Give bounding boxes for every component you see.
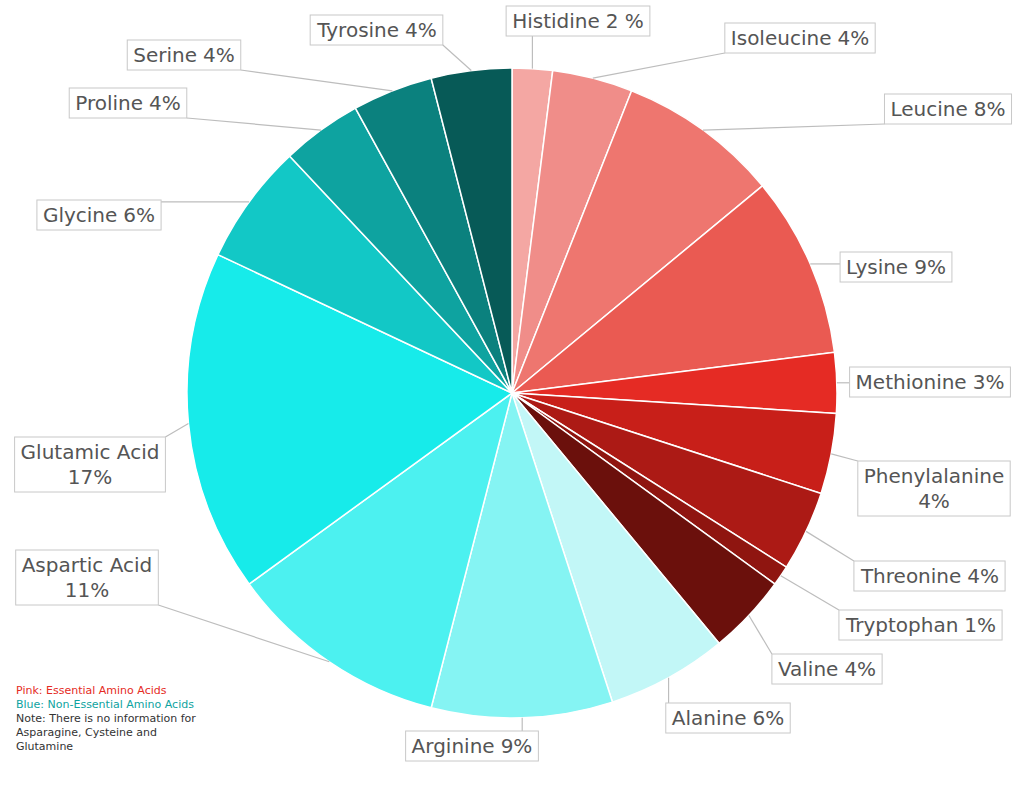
label-value: 1% <box>964 613 996 637</box>
label-value: 9% <box>914 255 946 279</box>
label-name: Glutamic Acid <box>21 440 160 464</box>
labels: Histidine2 %Isoleucine4%Leucine8%Lysine9… <box>15 6 1012 761</box>
slice-label: Phenylalanine4% <box>864 464 1004 513</box>
label-value: 4% <box>405 18 437 42</box>
label-box <box>725 23 875 53</box>
leader-line <box>522 718 523 731</box>
slices <box>187 68 837 718</box>
annotation: Pink: Essential Amino Acids <box>16 684 211 698</box>
slice-label: Histidine2 % <box>512 9 644 33</box>
leader-line <box>165 424 188 437</box>
slice-label: Tryptophan1% <box>845 613 996 637</box>
leader-line <box>158 605 329 662</box>
label-box <box>840 252 952 282</box>
slice-label: Valine4% <box>778 657 876 681</box>
slice-label: Aspartic Acid11% <box>22 553 153 602</box>
label-box <box>850 367 1011 397</box>
leader-line <box>749 615 772 654</box>
leader-line <box>806 531 854 561</box>
label-value: 4% <box>149 91 181 115</box>
label-name: Threonine <box>860 564 961 588</box>
leader-line <box>831 454 858 461</box>
pie-slice <box>431 68 512 393</box>
label-name: Leucine <box>890 97 967 121</box>
chart-canvas: Histidine2 %Isoleucine4%Leucine8%Lysine9… <box>0 0 1024 791</box>
label-value: 4% <box>203 43 235 67</box>
leader-line <box>187 118 321 130</box>
label-name: Tryptophan <box>845 613 958 637</box>
leader-line <box>443 45 471 71</box>
slice-label: Isoleucine4% <box>731 26 869 50</box>
leader-line <box>837 382 850 383</box>
label-value: 8% <box>974 97 1006 121</box>
slice-label: Threonine4% <box>860 564 999 588</box>
label-name: Phenylalanine <box>864 464 1004 488</box>
slice-label: Proline4% <box>75 91 181 115</box>
label-value: 2 % <box>606 9 644 33</box>
label-box <box>772 654 882 684</box>
label-box <box>854 561 1005 591</box>
label-value: 4% <box>837 26 869 50</box>
slice-label: Leucine 8% <box>890 97 1005 121</box>
label-box <box>16 550 159 605</box>
annotation: Note: There is no information for Aspara… <box>16 712 211 754</box>
leader-line <box>781 576 839 610</box>
label-name: Histidine <box>512 9 600 33</box>
label-value: 4% <box>844 657 876 681</box>
label-name: Aspartic Acid <box>22 553 153 577</box>
label-name: Alanine <box>672 706 747 730</box>
slice-label: Glycine6% <box>43 203 155 227</box>
label-name: Methionine <box>856 370 967 394</box>
label-name: Arginine <box>412 734 495 758</box>
label-value: 4% <box>967 564 999 588</box>
slice-label: Serine4% <box>133 43 235 67</box>
label-name: Lysine <box>846 255 908 279</box>
label-value: 11% <box>65 578 109 602</box>
label-box <box>127 40 241 70</box>
slice-label: Arginine9% <box>412 734 533 758</box>
label-value: 6% <box>123 203 155 227</box>
label-box <box>884 94 1011 124</box>
leader-line <box>593 53 725 78</box>
label-box <box>506 6 650 36</box>
slice-label: Glutamic Acid17% <box>21 440 160 489</box>
label-box <box>406 731 539 761</box>
label-value: 6% <box>752 706 784 730</box>
label-value: 3% <box>973 370 1005 394</box>
notes: Pink: Essential Amino AcidsBlue: Non-Ess… <box>16 684 211 754</box>
label-box <box>15 437 166 492</box>
label-name: Tyrosine <box>316 18 399 42</box>
slice-label: Tyrosine4% <box>316 18 437 42</box>
leader-line <box>668 678 669 703</box>
slice-label: Lysine9% <box>846 255 946 279</box>
label-box <box>858 461 1010 516</box>
leader-line <box>810 263 840 264</box>
leader-line <box>703 124 884 130</box>
slice-label: Alanine6% <box>672 706 784 730</box>
leader-lines <box>158 36 884 731</box>
label-box <box>839 610 1002 640</box>
leader-line <box>241 70 393 91</box>
label-name: Glycine <box>43 203 117 227</box>
label-name: Isoleucine <box>731 26 832 50</box>
annotation: Blue: Non-Essential Amino Acids <box>16 698 211 712</box>
label-value: 9% <box>501 734 533 758</box>
label-value: 17% <box>68 465 112 489</box>
label-value: 4% <box>918 489 950 513</box>
leader-line <box>161 201 249 202</box>
slice-label: Methionine3% <box>856 370 1005 394</box>
label-box <box>666 703 790 733</box>
label-box <box>69 88 187 118</box>
leader-line <box>532 36 533 69</box>
label-box <box>37 200 161 230</box>
label-box <box>310 15 443 45</box>
label-name: Proline <box>75 91 143 115</box>
label-name: Valine <box>778 657 838 681</box>
label-name: Serine <box>133 43 197 67</box>
